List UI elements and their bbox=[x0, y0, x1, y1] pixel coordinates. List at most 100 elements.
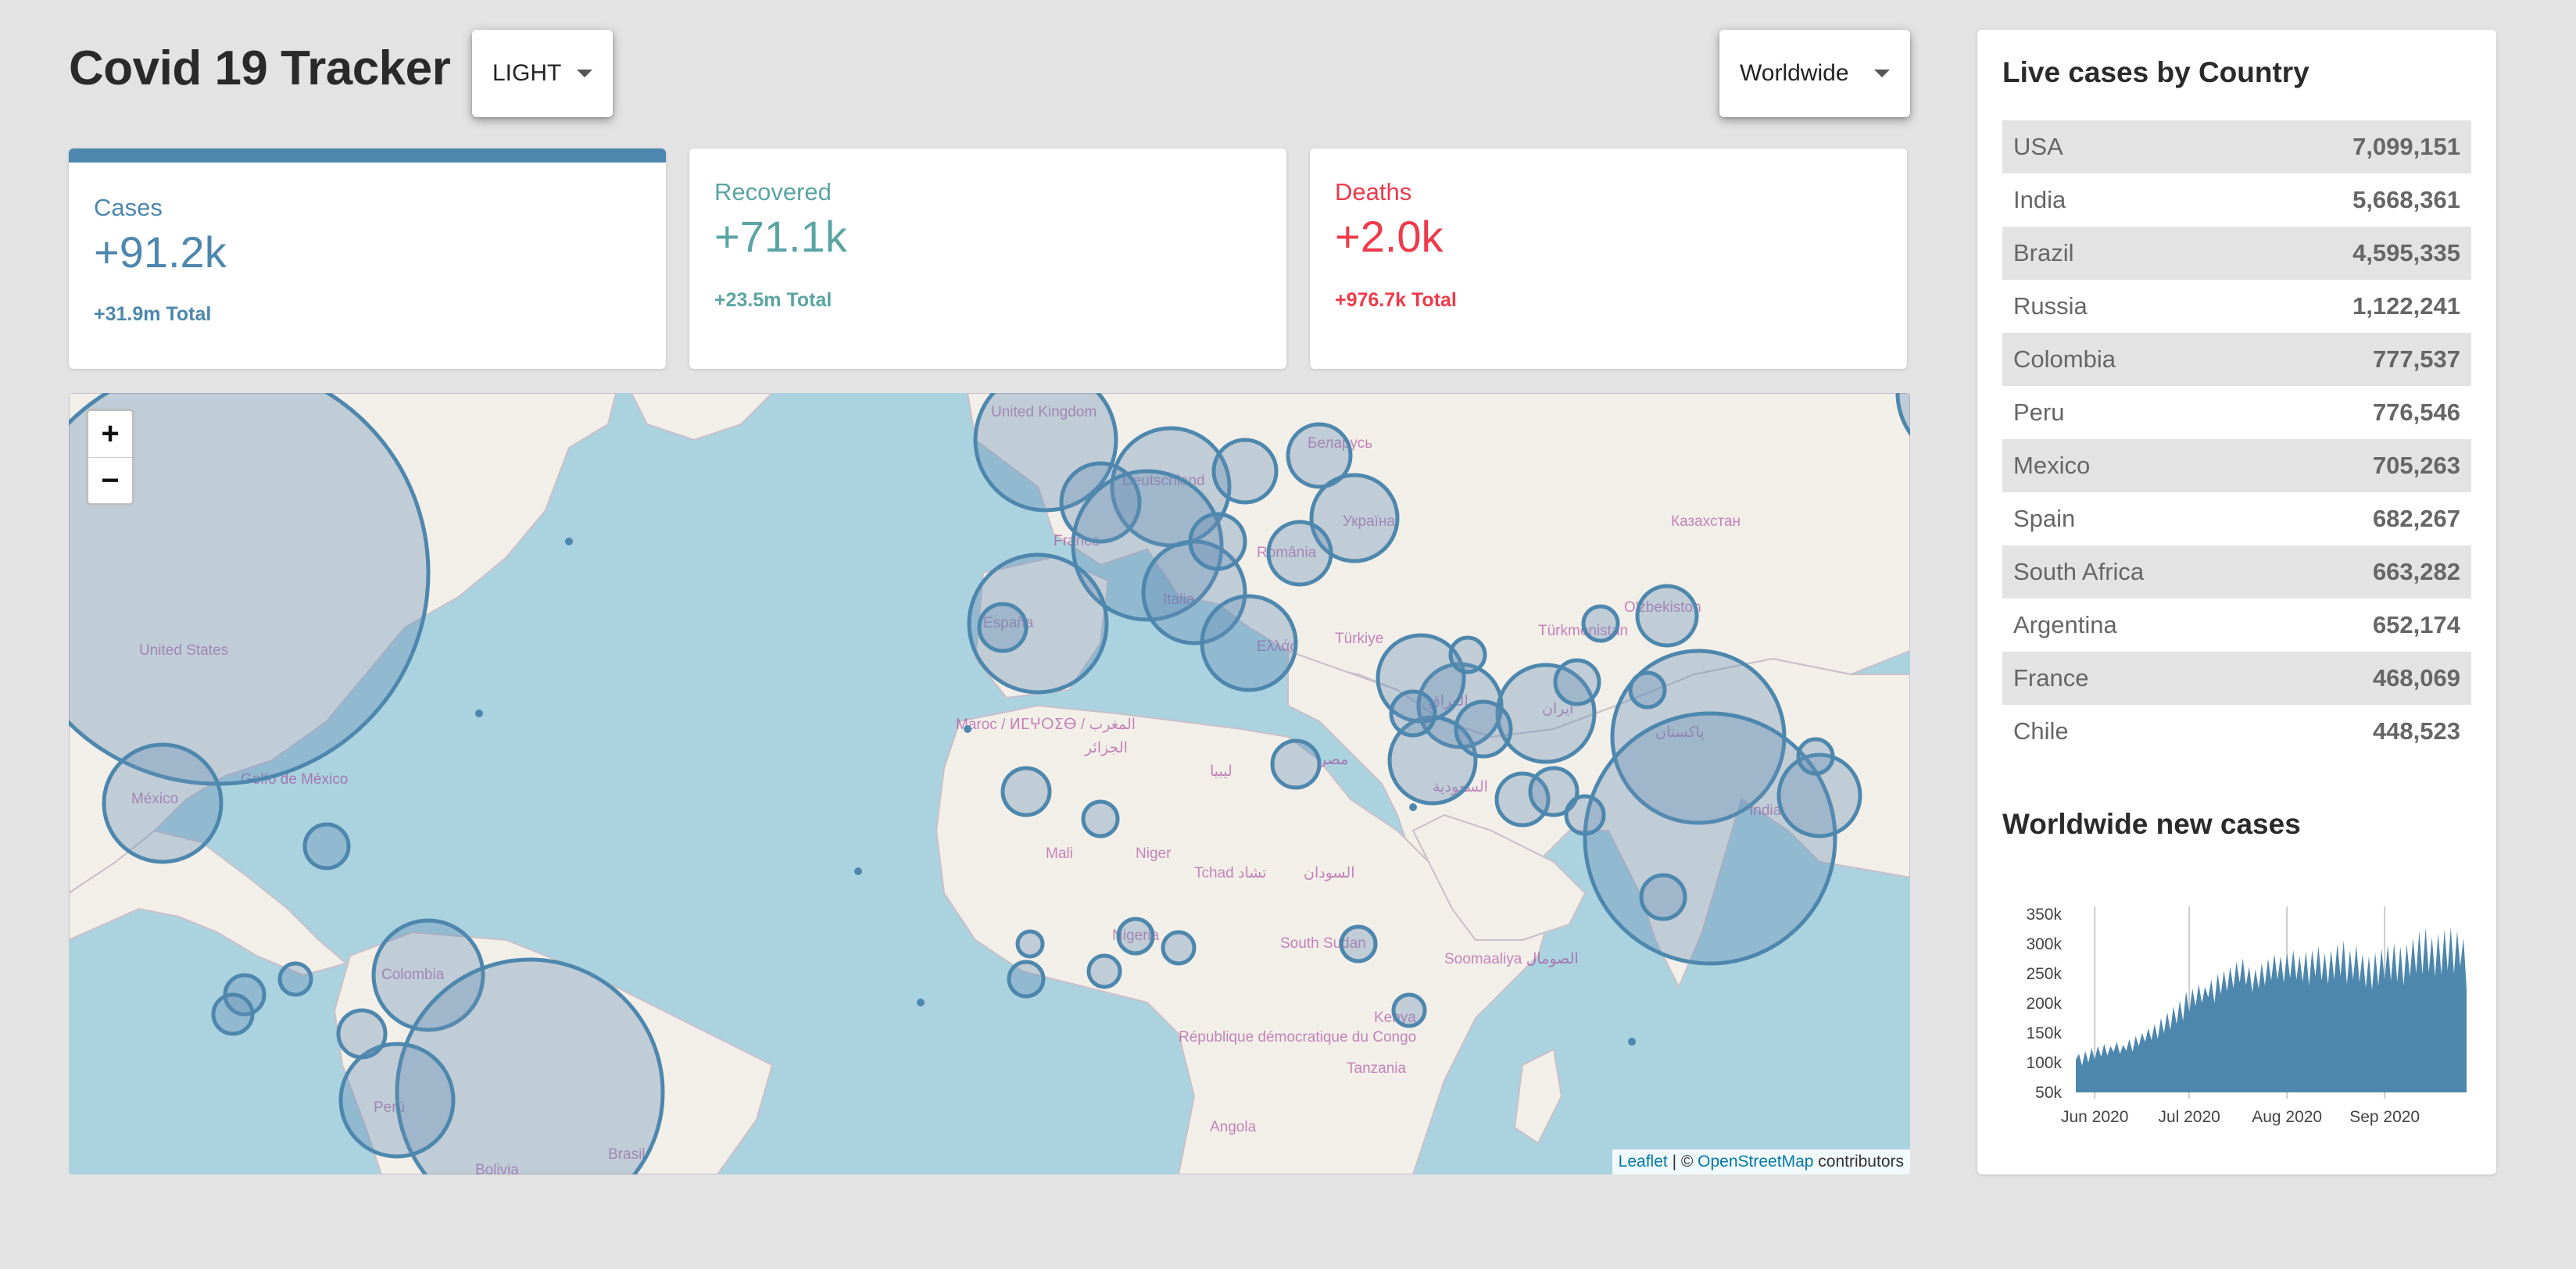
region-select[interactable]: Worldwide bbox=[1719, 30, 1910, 117]
case-bubble[interactable] bbox=[336, 1008, 388, 1060]
map-label: Nigeria bbox=[1112, 928, 1160, 944]
case-bubble[interactable] bbox=[395, 957, 665, 1174]
recovered-card[interactable]: Recovered +71.1k +23.5m Total bbox=[689, 148, 1286, 369]
osm-link[interactable]: OpenStreetMap bbox=[1698, 1153, 1814, 1171]
map-label: Maroc / ⵍⵎⵖⵔⵉⴱ / المغرب bbox=[956, 717, 1136, 733]
case-bubble[interactable] bbox=[1376, 633, 1466, 724]
case-dot[interactable] bbox=[1409, 803, 1417, 811]
case-bubble[interactable] bbox=[1528, 766, 1580, 817]
case-bubble[interactable] bbox=[1454, 699, 1513, 759]
y-tick-label: 200k bbox=[2026, 995, 2062, 1013]
country-cases: 663,282 bbox=[2372, 558, 2460, 585]
map-label: ليبيا bbox=[1210, 763, 1233, 780]
case-bubble[interactable] bbox=[967, 552, 1109, 695]
map-label: Brasil bbox=[608, 1146, 646, 1163]
case-bubble[interactable] bbox=[1211, 438, 1279, 505]
page-title: Covid 19 Tracker bbox=[69, 41, 451, 95]
zoom-in-button[interactable]: + bbox=[88, 411, 132, 458]
case-bubble[interactable] bbox=[1309, 473, 1400, 563]
case-bubble[interactable] bbox=[1200, 594, 1298, 692]
country-name: Colombia bbox=[2013, 345, 2116, 373]
country-name: Argentina bbox=[2013, 611, 2117, 638]
map-label: France bbox=[1054, 533, 1100, 549]
case-bubble[interactable] bbox=[371, 918, 485, 1032]
y-tick-label: 50k bbox=[2035, 1084, 2062, 1102]
map-label: Deutschland bbox=[1122, 473, 1205, 489]
case-bubble[interactable] bbox=[1188, 512, 1247, 571]
case-bubble[interactable] bbox=[1391, 992, 1427, 1028]
deaths-total: +976.7k Total bbox=[1335, 289, 1457, 311]
case-bubble[interactable] bbox=[1581, 604, 1620, 643]
case-bubble[interactable] bbox=[1553, 658, 1601, 706]
case-bubble[interactable] bbox=[1635, 584, 1699, 648]
table-row: Spain 682,267 bbox=[2002, 492, 2471, 545]
case-bubble[interactable] bbox=[1286, 422, 1353, 489]
map-label: République démocratique du Congo bbox=[1179, 1029, 1416, 1046]
case-bubble[interactable] bbox=[1081, 799, 1120, 838]
case-bubble[interactable] bbox=[973, 393, 1118, 513]
x-tick-label: Jun 2020 bbox=[2061, 1108, 2128, 1126]
case-dot[interactable] bbox=[475, 710, 483, 717]
case-bubble[interactable] bbox=[1059, 461, 1142, 544]
case-bubble[interactable] bbox=[1564, 794, 1606, 836]
cases-value: +91.2k bbox=[94, 227, 227, 277]
case-bubble[interactable] bbox=[1796, 737, 1835, 776]
case-dot[interactable] bbox=[854, 867, 862, 875]
case-bubble[interactable] bbox=[277, 961, 313, 997]
world-map[interactable]: United Kingdom Беларусь Deutschland France У… bbox=[69, 393, 1910, 1174]
case-bubble[interactable] bbox=[1387, 715, 1478, 806]
case-bubble[interactable] bbox=[338, 1042, 456, 1159]
case-bubble[interactable] bbox=[102, 742, 224, 864]
map-canvas[interactable]: United Kingdom Беларусь Deutschland France У… bbox=[69, 393, 1910, 1174]
deaths-card[interactable]: Deaths +2.0k +976.7k Total bbox=[1310, 148, 1907, 369]
new-cases-area bbox=[2076, 927, 2467, 1092]
case-bubble[interactable] bbox=[1071, 469, 1224, 622]
map-label: Беларусь bbox=[1308, 435, 1372, 452]
case-bubble[interactable] bbox=[1895, 393, 1910, 463]
country-name: Spain bbox=[2013, 505, 2076, 532]
case-bubble[interactable] bbox=[1339, 924, 1378, 963]
country-cases: 4,595,335 bbox=[2352, 239, 2460, 266]
case-bubble[interactable] bbox=[1389, 689, 1437, 738]
case-dot[interactable] bbox=[917, 999, 925, 1006]
case-bubble[interactable] bbox=[1007, 960, 1046, 999]
x-tick-label: Sep 2020 bbox=[2349, 1108, 2420, 1126]
zoom-out-button[interactable]: − bbox=[101, 463, 120, 498]
case-bubble[interactable] bbox=[1015, 929, 1045, 959]
country-name: Peru bbox=[2013, 399, 2065, 426]
map-label: Україна bbox=[1343, 513, 1395, 530]
case-bubble[interactable] bbox=[1628, 670, 1667, 710]
case-bubble[interactable] bbox=[302, 822, 351, 870]
case-bubble[interactable] bbox=[1161, 930, 1197, 966]
case-bubble[interactable] bbox=[1639, 873, 1687, 921]
case-dot[interactable] bbox=[565, 538, 573, 545]
country-cases: 5,668,361 bbox=[2352, 186, 2460, 213]
case-bubble[interactable] bbox=[1495, 663, 1597, 764]
cases-card[interactable]: Cases +91.2k +31.9m Total bbox=[69, 148, 666, 369]
case-dot[interactable] bbox=[964, 725, 971, 733]
table-row: Colombia 777,537 bbox=[2002, 333, 2471, 386]
case-bubble[interactable] bbox=[1086, 953, 1122, 989]
case-bubble[interactable] bbox=[1000, 766, 1052, 817]
live-cases-table: USA 7,099,151 India 5,668,361 Brazil 4,595,33… bbox=[2002, 120, 2471, 758]
case-bubble[interactable] bbox=[1270, 738, 1322, 790]
map-label: O'zbekiston bbox=[1624, 599, 1701, 616]
case-bubble[interactable] bbox=[1116, 917, 1155, 956]
case-bubble[interactable] bbox=[1583, 711, 1837, 966]
map-label: الجزائر bbox=[1084, 740, 1128, 756]
country-cases: 1,122,241 bbox=[2352, 292, 2460, 320]
case-bubble[interactable] bbox=[1448, 635, 1487, 674]
leaflet-link[interactable]: Leaflet bbox=[1618, 1153, 1668, 1171]
case-bubble[interactable] bbox=[211, 992, 255, 1036]
case-dot[interactable] bbox=[1628, 1038, 1636, 1046]
case-bubble[interactable] bbox=[1776, 752, 1862, 838]
table-row: France 468,069 bbox=[2002, 652, 2471, 705]
case-bubble[interactable] bbox=[977, 602, 1029, 653]
case-bubble[interactable] bbox=[1266, 520, 1333, 587]
table-row: Peru 776,546 bbox=[2002, 386, 2471, 439]
theme-select[interactable]: LIGHT bbox=[472, 30, 613, 117]
recovered-total: +23.5m Total bbox=[714, 289, 832, 311]
map-label: Tchad تشاد bbox=[1194, 865, 1266, 881]
country-cases: 776,546 bbox=[2372, 399, 2460, 426]
case-bubble[interactable] bbox=[1494, 771, 1551, 828]
